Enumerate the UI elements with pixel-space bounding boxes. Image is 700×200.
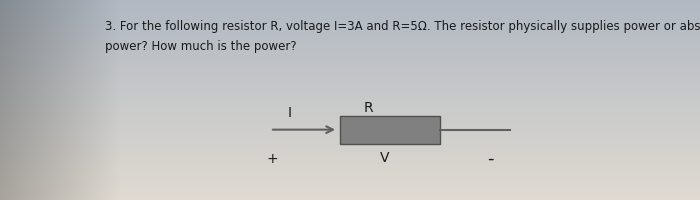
Text: -: -	[486, 149, 493, 167]
Text: power? How much is the power?: power? How much is the power?	[105, 40, 297, 53]
Bar	[340, 116, 440, 144]
Text: V: V	[380, 150, 390, 164]
Text: 3. For the following resistor R, voltage I=3A and R=5Ω. The resistor physically : 3. For the following resistor R, voltage…	[105, 20, 700, 33]
Text: R: R	[363, 100, 373, 114]
Text: +: +	[266, 151, 278, 165]
Text: I: I	[288, 105, 292, 119]
